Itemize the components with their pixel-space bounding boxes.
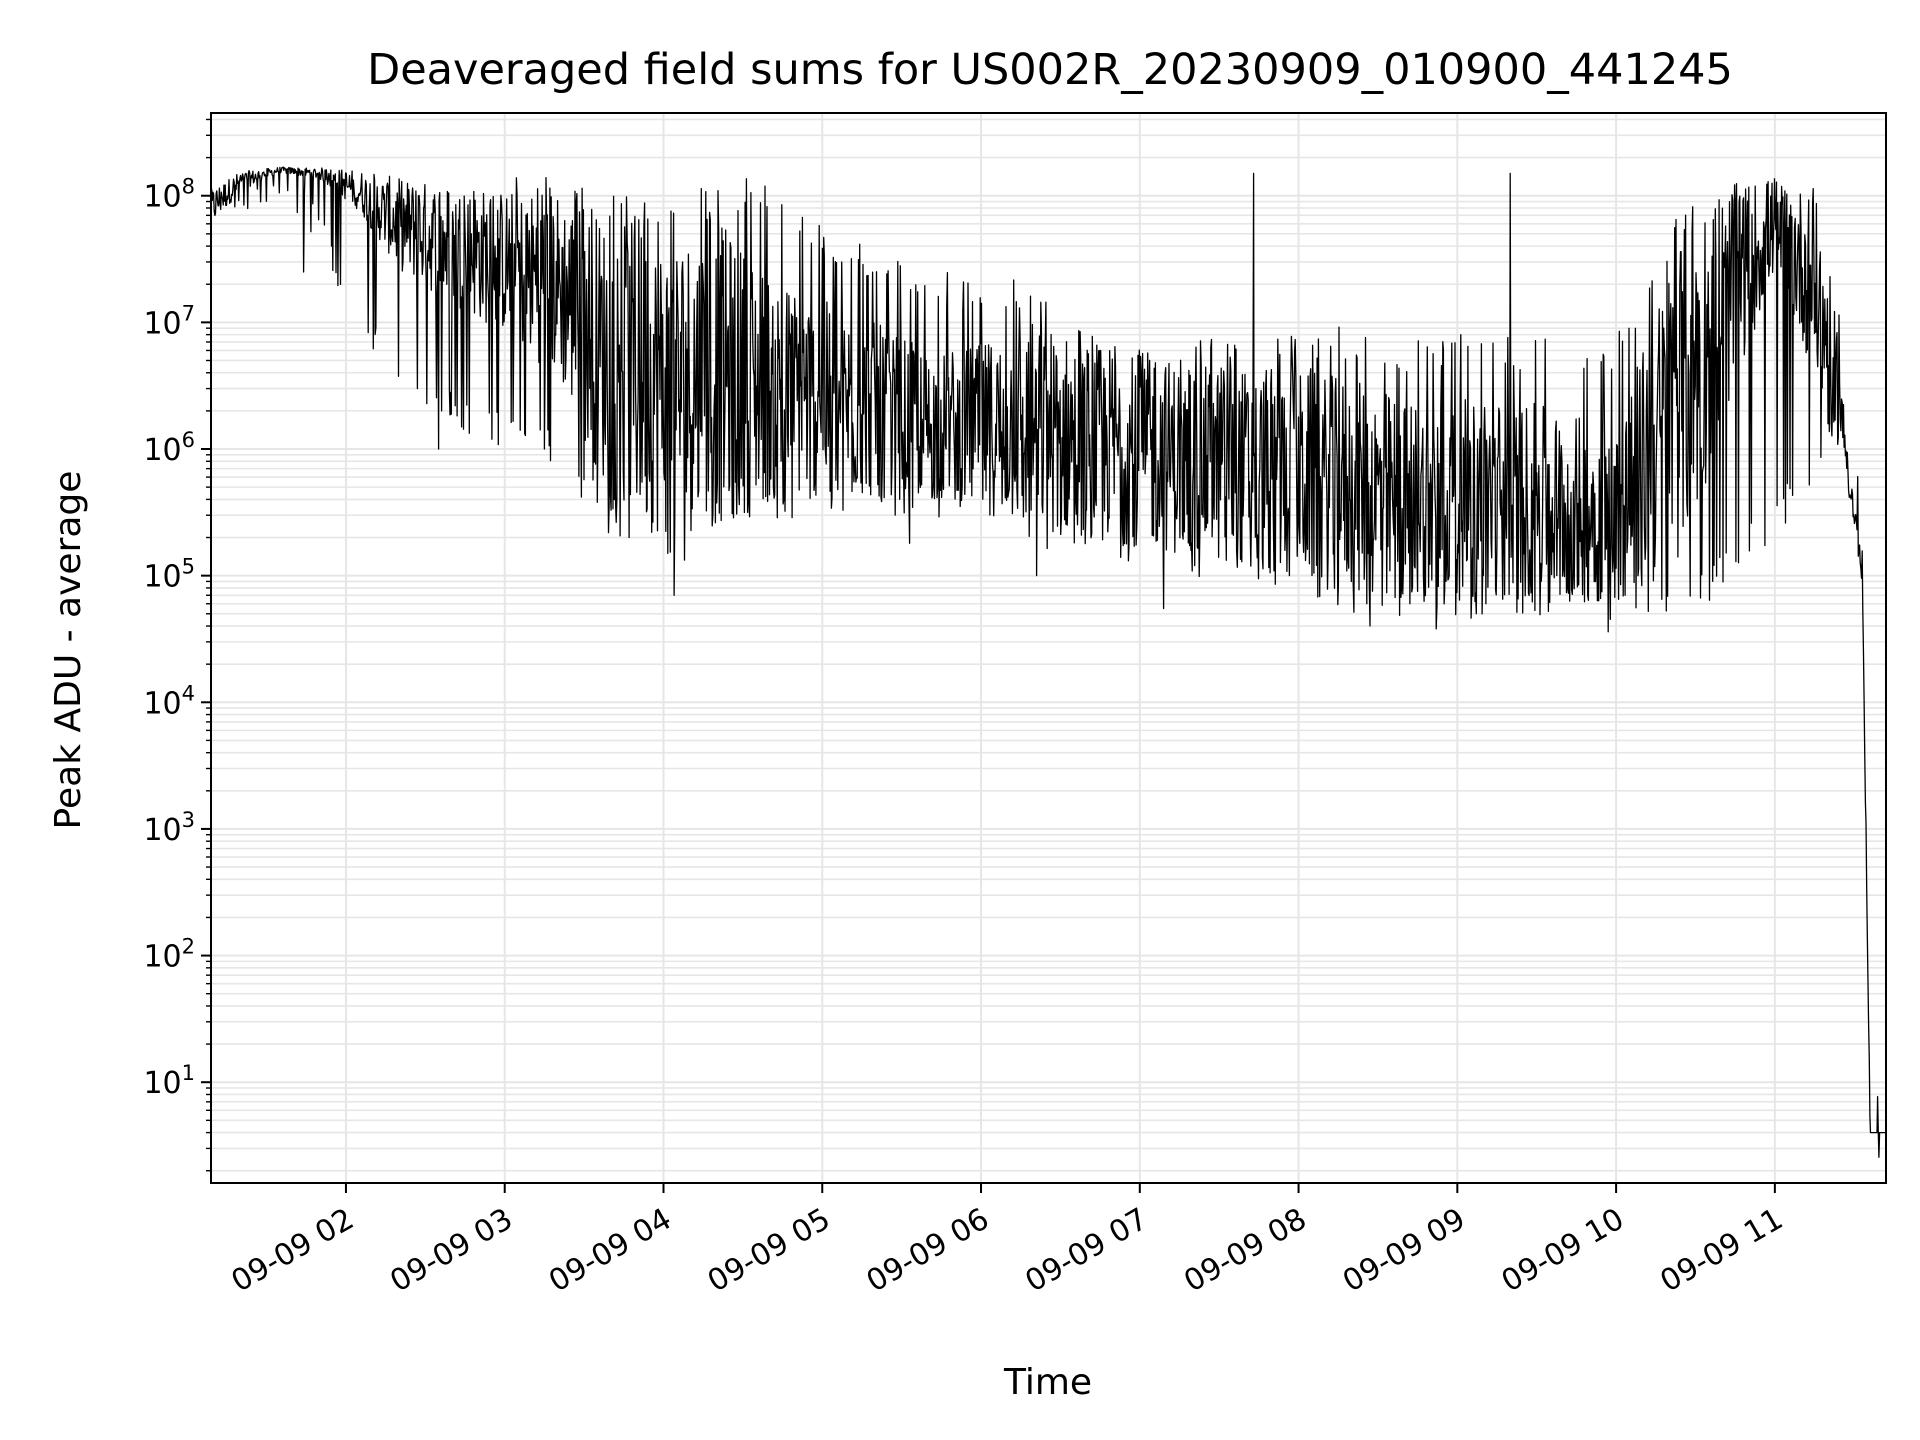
y-tick-label: 108: [143, 175, 195, 215]
grid: [211, 113, 1886, 1183]
y-tick-label: 103: [143, 808, 195, 848]
y-axis: 101 102 103 104 105 106 107 108: [143, 118, 211, 1172]
y-tick-label: 101: [143, 1061, 195, 1101]
x-axis-label: Time: [1003, 1362, 1092, 1403]
chart-title: Deaveraged field sums for US002R_2023090…: [367, 45, 1733, 95]
plot-frame: [210, 112, 1887, 1184]
data-line: [210, 166, 1887, 1158]
y-tick-label: 102: [143, 935, 195, 975]
y-tick-label: 105: [143, 555, 195, 595]
series-line: [210, 166, 1887, 1158]
y-tick-label: 107: [143, 301, 195, 341]
y-tick-label: 104: [143, 681, 195, 721]
y-axis-label: Peak ADU - average: [48, 471, 89, 830]
y-tick-label: 106: [143, 428, 195, 468]
